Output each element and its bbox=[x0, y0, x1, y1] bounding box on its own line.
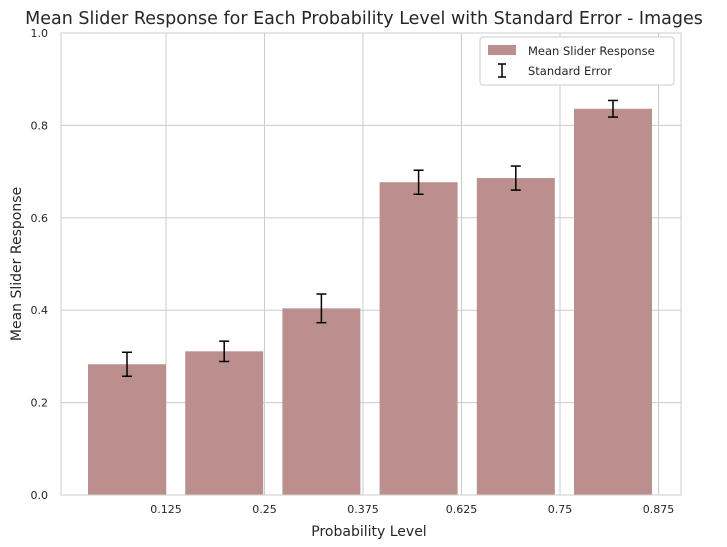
x-tick-label: 0.375 bbox=[347, 503, 379, 516]
y-tick-label: 0.8 bbox=[31, 119, 49, 132]
chart-title: Mean Slider Response for Each Probabilit… bbox=[25, 9, 703, 29]
y-tick-label: 0.0 bbox=[31, 489, 49, 502]
x-tick-label: 0.625 bbox=[446, 503, 478, 516]
bar bbox=[88, 364, 166, 495]
error-bars bbox=[122, 99, 618, 378]
legend-entry-bar: Mean Slider Response bbox=[528, 44, 655, 58]
error-bar bbox=[413, 169, 424, 195]
error-bar bbox=[316, 293, 327, 324]
error-bar bbox=[122, 351, 132, 378]
x-tick-label: 0.25 bbox=[252, 503, 277, 516]
y-tick-label: 0.2 bbox=[31, 397, 49, 410]
legend-box bbox=[479, 36, 675, 86]
bar bbox=[282, 308, 361, 495]
bar bbox=[476, 178, 555, 495]
error-bar bbox=[608, 99, 618, 118]
y-tick-label: 0.4 bbox=[31, 304, 49, 317]
bar bbox=[574, 108, 652, 495]
plot-frame bbox=[60, 32, 682, 496]
legend-entry-error: Standard Error bbox=[528, 64, 612, 78]
error-bar bbox=[219, 340, 230, 363]
error-bar bbox=[510, 165, 521, 191]
y-axis-label: Mean Slider Response bbox=[9, 187, 25, 341]
x-tick-label: 0.75 bbox=[548, 503, 573, 516]
y-tick-labels: 0.0 0.2 0.4 0.6 0.8 1.0 bbox=[31, 27, 49, 502]
y-tick-label: 0.6 bbox=[31, 212, 49, 225]
legend: Mean Slider Response Standard Error bbox=[479, 36, 675, 86]
bars bbox=[88, 108, 652, 495]
y-tick-label: 1.0 bbox=[31, 27, 49, 40]
x-tick-labels: 0.125 0.25 0.375 0.625 0.75 0.875 bbox=[150, 503, 674, 516]
legend-errorbar-symbol bbox=[498, 63, 506, 78]
x-tick-label: 0.125 bbox=[150, 503, 182, 516]
x-tick-label: 0.875 bbox=[643, 503, 675, 516]
bar bbox=[185, 351, 264, 495]
bar bbox=[379, 182, 458, 495]
legend-bar-swatch bbox=[488, 45, 516, 55]
x-axis-label: Probability Level bbox=[311, 524, 426, 540]
